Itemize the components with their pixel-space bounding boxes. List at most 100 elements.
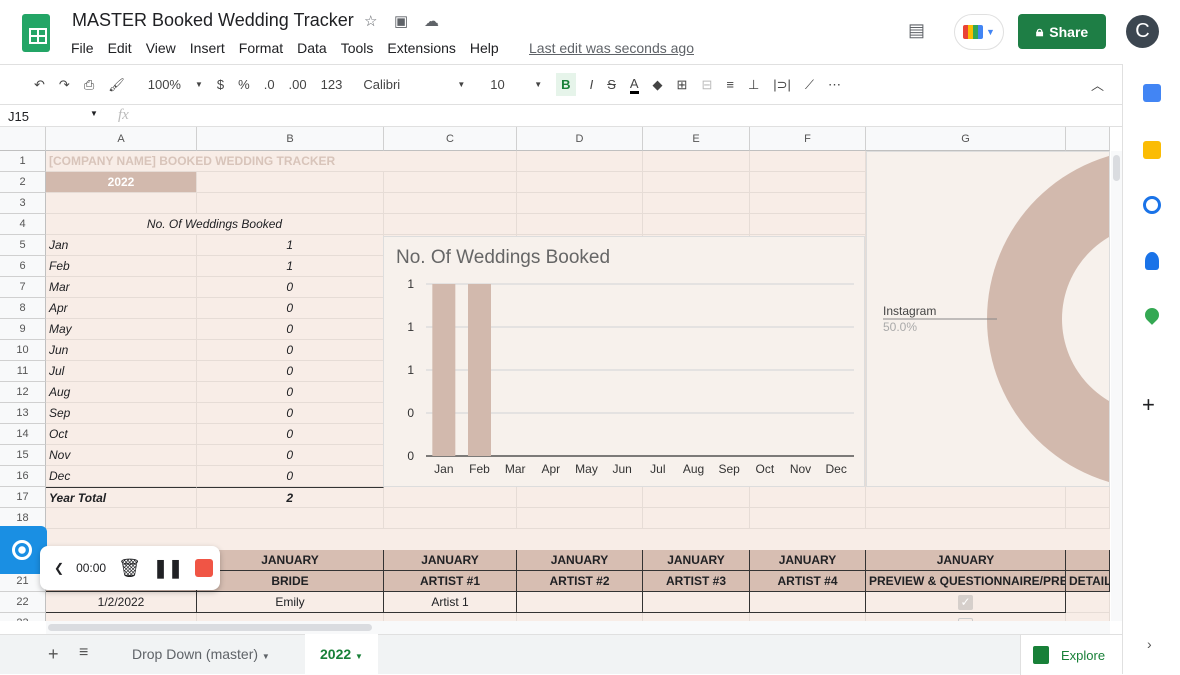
name-box[interactable]: J15 (8, 109, 29, 124)
cell[interactable] (46, 508, 197, 529)
month-header-cell[interactable]: JANUARY (750, 550, 866, 571)
pause-icon[interactable]: ❚❚ (152, 557, 184, 578)
year-total-value[interactable]: 2 (197, 487, 384, 508)
cell[interactable] (1066, 592, 1110, 613)
bold-button[interactable]: B (556, 73, 576, 96)
column-header-b[interactable]: B (197, 127, 384, 151)
row-header-5[interactable]: 5 (0, 235, 46, 256)
cell[interactable] (750, 172, 866, 193)
row-header-16[interactable]: 16 (0, 466, 46, 487)
keep-icon[interactable] (1143, 141, 1161, 159)
wrap-icon[interactable]: |⊃| (773, 76, 791, 92)
year-total-label[interactable]: Year Total (46, 487, 197, 508)
column-label-cell[interactable]: PREVIEW & QUESTIONNAIRE/PREP (866, 571, 1066, 592)
cell[interactable] (517, 151, 643, 172)
cell[interactable] (384, 487, 517, 508)
cell[interactable] (1066, 613, 1110, 621)
chevron-down-icon[interactable]: ▼ (355, 652, 363, 661)
tab-2022[interactable]: 2022 ▼ (305, 634, 378, 675)
data-cell[interactable]: 1/2/2022 (46, 592, 197, 613)
row-header-14[interactable]: 14 (0, 424, 46, 445)
chevron-left-icon[interactable]: ❮ (54, 561, 65, 575)
chevron-down-icon[interactable]: ▼ (90, 109, 98, 118)
cell[interactable] (517, 214, 643, 235)
count-cell[interactable]: 0 (197, 361, 384, 382)
vertical-scrollbar[interactable] (1111, 151, 1122, 621)
print-icon[interactable]: ⎙ (83, 76, 95, 92)
count-cell[interactable]: 1 (197, 235, 384, 256)
count-cell[interactable]: 0 (197, 445, 384, 466)
trash-icon[interactable]: 🗑︎ (118, 557, 141, 578)
column-label-cell[interactable]: ARTIST #3 (643, 571, 750, 592)
row-header-22[interactable]: 22 (0, 592, 46, 613)
menu-format[interactable]: Format (238, 40, 284, 56)
menu-data[interactable]: Data (297, 40, 327, 56)
last-edit-link[interactable]: Last edit was seconds ago (529, 40, 694, 56)
row-header-1[interactable]: 1 (0, 151, 46, 172)
font-select[interactable]: Calibri (363, 77, 401, 92)
cell[interactable] (866, 487, 1066, 508)
month-header-cell[interactable]: JANUARY (517, 550, 643, 571)
cell[interactable] (1066, 487, 1110, 508)
cell[interactable] (384, 508, 517, 529)
month-cell[interactable]: Aug (46, 382, 197, 403)
menu-help[interactable]: Help (469, 40, 499, 56)
cell[interactable] (197, 172, 384, 193)
cell[interactable] (517, 172, 643, 193)
add-sheet-icon[interactable]: + (48, 644, 59, 664)
row-header-15[interactable]: 15 (0, 445, 46, 466)
cloud-status-icon[interactable]: ☁ (424, 13, 439, 30)
star-icon[interactable]: ☆ (364, 13, 378, 30)
checkbox-checked[interactable]: ✓ (958, 595, 973, 610)
count-cell[interactable]: 0 (197, 277, 384, 298)
data-cell[interactable] (517, 592, 643, 613)
cell[interactable] (517, 508, 643, 529)
month-header-cell[interactable]: JANUARY (384, 550, 517, 571)
count-cell[interactable]: 0 (197, 319, 384, 340)
bar-feb[interactable] (468, 284, 491, 456)
row-header-3[interactable]: 3 (0, 193, 46, 214)
stop-icon[interactable] (195, 559, 214, 577)
month-cell[interactable]: Jul (46, 361, 197, 382)
cell[interactable] (643, 508, 750, 529)
year-cell[interactable]: 2022 (46, 172, 197, 193)
cell[interactable] (517, 613, 643, 621)
month-header-cell[interactable]: JANUARY (197, 550, 384, 571)
spreadsheet-grid[interactable]: ABCDEFG123456789101112131415161718202122… (0, 127, 1110, 621)
cell[interactable] (1066, 508, 1110, 529)
cell[interactable] (866, 508, 1066, 529)
row-header-2[interactable]: 2 (0, 172, 46, 193)
cell[interactable] (866, 613, 1066, 621)
count-cell[interactable]: 0 (197, 340, 384, 361)
align-icon[interactable]: ≡ (726, 77, 734, 92)
more-button[interactable]: ⋯ (828, 76, 842, 92)
menu-view[interactable]: View (145, 40, 176, 56)
chevron-down-icon[interactable]: ▼ (534, 80, 543, 89)
menu-tools[interactable]: Tools (340, 40, 374, 56)
scroll-thumb[interactable] (1113, 155, 1120, 181)
valign-icon[interactable]: ⊥ (747, 76, 760, 92)
chevron-down-icon[interactable]: ▼ (261, 652, 270, 661)
borders-icon[interactable]: ⊞ (676, 76, 688, 92)
month-cell[interactable]: Nov (46, 445, 197, 466)
column-header-e[interactable]: E (643, 127, 750, 151)
cell[interactable] (750, 193, 866, 214)
percent-button[interactable]: % (238, 77, 250, 92)
month-cell[interactable]: Mar (46, 277, 197, 298)
cell[interactable] (384, 193, 517, 214)
menu-file[interactable]: File (71, 40, 94, 56)
increase-decimal-button[interactable]: .00 (288, 77, 307, 92)
row-header-23[interactable]: 23 (0, 613, 46, 621)
calendar-icon[interactable] (1143, 84, 1161, 102)
paint-format-icon[interactable]: 🖌︎ (108, 76, 125, 92)
month-header-cell[interactable]: JANUARY (866, 550, 1066, 571)
decrease-decimal-button[interactable]: .0 (263, 77, 275, 92)
month-cell[interactable]: Jan (46, 235, 197, 256)
meet-button[interactable]: ▼ (954, 14, 1004, 50)
doc-title[interactable]: MASTER Booked Wedding Tracker (72, 10, 354, 30)
chevron-down-icon[interactable]: ▼ (457, 80, 466, 89)
bar-chart[interactable]: No. Of Weddings Booked 0 0 1 1 1 Jan Feb Mar Apr M… (383, 236, 865, 487)
cell[interactable] (643, 214, 750, 235)
cell[interactable] (750, 214, 866, 235)
cell[interactable] (643, 487, 750, 508)
